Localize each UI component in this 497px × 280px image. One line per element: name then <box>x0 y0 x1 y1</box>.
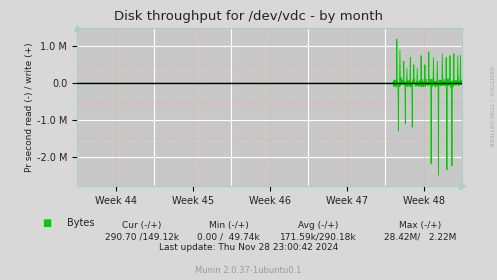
Text: ■: ■ <box>43 218 52 228</box>
Text: 171.59k/290.18k: 171.59k/290.18k <box>280 232 356 241</box>
Text: 0.00 /  49.74k: 0.00 / 49.74k <box>197 232 260 241</box>
Text: Last update: Thu Nov 28 23:00:42 2024: Last update: Thu Nov 28 23:00:42 2024 <box>159 243 338 252</box>
Text: Max (-/+): Max (-/+) <box>399 221 441 230</box>
Text: RRDTOOL / TOBI OETIKER: RRDTOOL / TOBI OETIKER <box>489 66 494 147</box>
Text: Avg (-/+): Avg (-/+) <box>298 221 338 230</box>
Text: Bytes: Bytes <box>67 218 94 228</box>
Text: 290.70 /149.12k: 290.70 /149.12k <box>105 232 178 241</box>
Y-axis label: Pr second read (-) / write (+): Pr second read (-) / write (+) <box>25 42 34 172</box>
Text: Cur (-/+): Cur (-/+) <box>122 221 162 230</box>
Text: Min (-/+): Min (-/+) <box>209 221 248 230</box>
Text: 28.42M/   2.22M: 28.42M/ 2.22M <box>384 232 456 241</box>
Text: Disk throughput for /dev/vdc - by month: Disk throughput for /dev/vdc - by month <box>114 10 383 23</box>
Text: Munin 2.0.37-1ubuntu0.1: Munin 2.0.37-1ubuntu0.1 <box>195 266 302 275</box>
